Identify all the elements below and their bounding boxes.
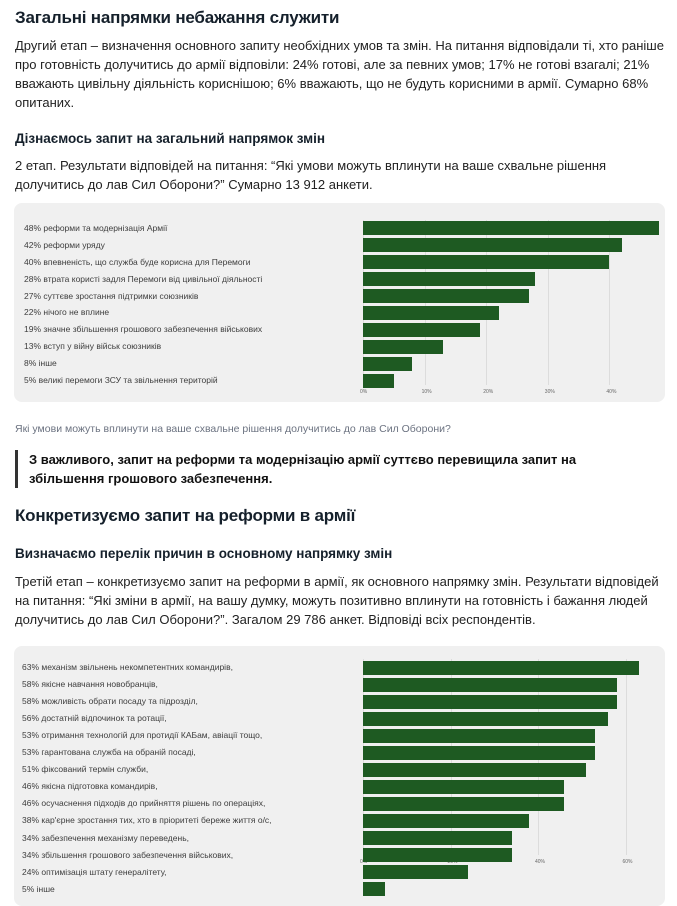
subsection-title-reasons: Визначаємо перелік причин в основному на… <box>15 546 393 561</box>
category-label: 34% збільшення грошового забезпечення ві… <box>22 849 234 860</box>
x-tick-label: 30% <box>544 389 555 395</box>
x-tick-label: 10% <box>421 389 432 395</box>
bar-mark <box>363 322 481 337</box>
section-title-reluctance: Загальні напрямки небажання служити <box>15 8 340 27</box>
bar-mark <box>363 694 617 709</box>
category-label: 56% достатній відпочинок та ротації, <box>22 713 167 724</box>
paragraph-stage-three: Третій етап – конкретизуємо запит на реф… <box>15 574 659 627</box>
x-tick-label: 60% <box>622 859 633 865</box>
x-tick-label: 0% <box>360 389 368 395</box>
chart-gridline <box>625 659 627 855</box>
category-label: 13% вступ у війну військ союзників <box>24 341 162 352</box>
bar-mark <box>363 255 610 270</box>
bar-mark <box>363 289 530 304</box>
chart-army-changes: 0%20%40%60%63% механізм звільнень некомп… <box>14 646 665 906</box>
bar-mark <box>363 882 385 897</box>
chart-gridline <box>547 220 549 385</box>
chart-conditions: 0% 10% 20% 30% 40% 48% реформи та модернізаці… <box>14 203 665 402</box>
category-label: 8% інше <box>24 358 57 369</box>
bar-mark <box>363 356 413 371</box>
category-label: 34% забезпечення механізму переведень, <box>22 832 189 843</box>
category-label: 53% гарантована служба на обраній посаді… <box>22 747 196 758</box>
category-label: 46% осучаснення підходів до прийняття рі… <box>22 798 266 809</box>
category-label: 51% фіксований термін служби, <box>22 764 149 775</box>
paragraph-stage-two-intro: Другий етап – визначення основного запит… <box>15 38 664 110</box>
bar-mark <box>363 238 622 253</box>
highlight-quote: З важливого, запит на реформи та модерні… <box>15 450 649 488</box>
category-label: 19% значне збільшення грошового забезпеч… <box>24 324 263 335</box>
category-label: 27% суттєве зростання підтримки союзникі… <box>24 290 199 301</box>
bar-mark <box>363 779 565 794</box>
bar-mark <box>363 848 512 863</box>
bar-mark <box>363 677 617 692</box>
category-label: 28% втрата користі задля Перемоги від ци… <box>24 273 263 284</box>
category-label: 63% механізм звільнень некомпетентних ко… <box>22 662 233 673</box>
x-tick-label: 40% <box>606 389 617 395</box>
category-label: 5% великі перемоги ЗСУ та звільнення тер… <box>24 375 218 386</box>
category-label: 48% реформи та модернізація Армії <box>24 222 168 233</box>
bar-mark <box>363 745 595 760</box>
bar-mark <box>363 373 394 388</box>
subsection-title-direction: Дізнаємось запит на загальний напрямок з… <box>15 131 326 146</box>
x-tick-label: 20% <box>483 389 494 395</box>
bar-mark <box>363 831 512 846</box>
category-label: 58% якісне навчання новобранців, <box>22 679 158 690</box>
chart-card-conditions: 0% 10% 20% 30% 40% 48% реформи та модернізаці… <box>14 203 665 402</box>
category-label: 46% якісна підготовка командирів, <box>22 781 158 792</box>
bar-mark <box>363 711 608 726</box>
chart-card-army-changes: 0%20%40%60%63% механізм звільнень некомп… <box>14 646 665 906</box>
category-label: 53% отримання технологій для протидії КА… <box>22 730 263 741</box>
category-label: 42% реформи уряду <box>24 239 105 250</box>
chart-gridline <box>609 220 611 385</box>
bar-mark <box>363 728 595 743</box>
bar-mark <box>363 305 499 320</box>
category-label: 40% впевненість, що служба буде корисна … <box>24 256 251 267</box>
category-label: 58% можливість обрати посаду та підрозді… <box>22 696 198 707</box>
category-label: 38% кар'єрне зростання тих, хто в пріори… <box>22 815 272 826</box>
x-tick-label: 40% <box>535 859 546 865</box>
category-label: 24% оптимізація штату генералітету, <box>22 866 167 877</box>
bar-mark <box>363 796 565 811</box>
category-label: 5% інше <box>22 883 55 894</box>
bar-mark <box>363 865 468 880</box>
bar-mark <box>363 272 536 287</box>
bar-mark <box>363 660 639 675</box>
bar-mark <box>363 813 530 828</box>
category-label: 22% нічого не вплине <box>24 307 110 318</box>
paragraph-stage-two-results: 2 етап. Результати відповідей на питання… <box>15 158 607 192</box>
chart-caption-conditions: Які умови можуть вплинути на ваше схваль… <box>15 423 451 435</box>
bar-mark <box>363 339 444 354</box>
section-title-army-reforms: Конкретизуємо запит на реформи в армії <box>15 506 356 525</box>
bar-mark <box>363 762 587 777</box>
bar-mark <box>363 221 659 236</box>
